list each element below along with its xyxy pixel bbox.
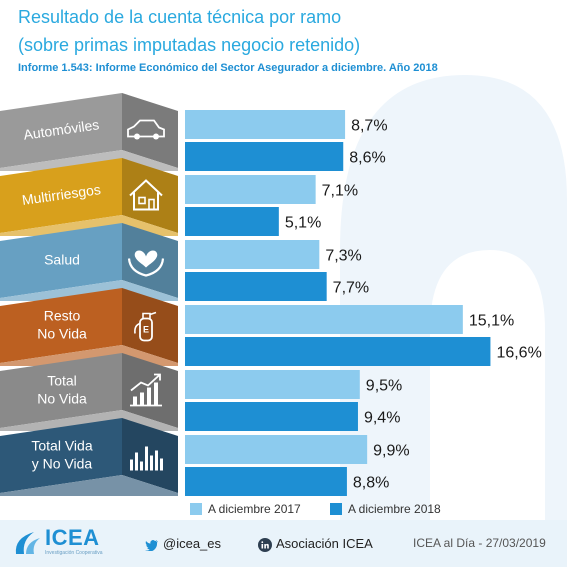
bar-1-2 [185, 272, 327, 301]
category-panel-5 [0, 418, 122, 493]
category-bevel-5 [0, 475, 178, 496]
bar-1-4 [185, 402, 358, 431]
bar-0-4 [185, 370, 360, 399]
bar-chart-icon [130, 446, 163, 471]
category-panel-2 [0, 223, 122, 298]
data-label-0-4: 9,5% [366, 378, 402, 395]
bar-0-5 [185, 435, 368, 464]
linkedin-icon [258, 537, 272, 552]
bar-chart: Automóviles 8,7%8,6%Multirriesgos 7,1%5,1%… [0, 93, 542, 496]
twitter-handle: @icea_es [163, 536, 222, 551]
category-panel-0 [0, 93, 122, 168]
twitter-icon [145, 539, 158, 551]
category-label-4: Total No Vida [37, 373, 87, 407]
legend-item-2017: A diciembre 2017 [190, 502, 301, 516]
chart-subtitle: (sobre primas imputadas negocio retenido… [18, 35, 361, 55]
data-label-1-0: 8,6% [349, 150, 385, 167]
legend-item-2018: A diciembre 2018 [330, 502, 441, 516]
bar-1-5 [185, 467, 347, 496]
category-label-2: Salud [44, 252, 80, 268]
footer: ICEA Investigación Cooperativa @icea_es … [0, 520, 567, 567]
category-label-3: Resto No Vida [37, 308, 87, 342]
data-label-0-2: 7,3% [325, 248, 361, 265]
logo-tagline: Investigación Cooperativa [45, 550, 103, 556]
house-icon [129, 179, 163, 211]
car-icon [127, 119, 165, 140]
category-label-line: No Vida [37, 391, 87, 407]
category-panel-3 [0, 288, 122, 363]
svg-text:E: E [143, 325, 149, 335]
linkedin-name: Asociación ICEA [276, 536, 373, 551]
data-label-1-4: 9,4% [364, 410, 400, 427]
chart-title: Resultado de la cuenta técnica por ramo [18, 7, 342, 27]
category-label-5: Total Vida y No Vida [31, 438, 92, 472]
bar-1-0 [185, 142, 344, 171]
data-label-0-5: 9,9% [373, 443, 409, 460]
icea-logo-icon [15, 532, 40, 554]
data-label-0-0: 8,7% [351, 118, 387, 135]
category-icon-panel-1 [122, 158, 178, 233]
data-label-1-3: 16,6% [496, 345, 541, 362]
growth-chart-icon [130, 373, 162, 407]
legend-swatch-2018 [330, 503, 342, 515]
linkedin-link[interactable]: Asociación ICEA [258, 536, 373, 552]
legend-swatch-2017 [190, 503, 202, 515]
category-icon-panel-0 [122, 93, 178, 168]
category-label-line: Total [47, 373, 77, 389]
category-label-line: y No Vida [32, 456, 93, 472]
bar-0-1 [185, 175, 316, 204]
data-label-1-1: 5,1% [285, 215, 321, 232]
bar-0-0 [185, 110, 346, 139]
heart-hands-icon [127, 250, 165, 277]
category-label-line: Salud [44, 252, 80, 268]
data-label-1-5: 8,8% [353, 475, 389, 492]
category-label-line: Total Vida [31, 438, 92, 454]
category-label-line: Resto [44, 308, 81, 324]
category-label-line: No Vida [37, 326, 87, 342]
legend-label-2018: A diciembre 2018 [348, 502, 441, 516]
bar-1-1 [185, 207, 279, 236]
bar-0-3 [185, 305, 463, 334]
fire-extinguisher-icon: E [134, 311, 157, 342]
bar-0-2 [185, 240, 320, 269]
logo-text: ICEA [45, 525, 100, 550]
data-label-0-1: 7,1% [322, 183, 358, 200]
source-note: Informe 1.543: Informe Económico del Sec… [18, 62, 438, 74]
category-panel-4 [0, 353, 122, 428]
publication-date: ICEA al Día - 27/03/2019 [413, 536, 546, 550]
twitter-link[interactable]: @icea_es [145, 536, 221, 551]
legend-label-2017: A diciembre 2017 [208, 502, 301, 516]
category-panel-1 [0, 158, 122, 233]
category-icon-panel-3 [122, 288, 178, 363]
data-label-1-2: 7,7% [333, 280, 369, 297]
bar-1-3 [185, 337, 491, 366]
data-label-0-3: 15,1% [469, 313, 514, 330]
